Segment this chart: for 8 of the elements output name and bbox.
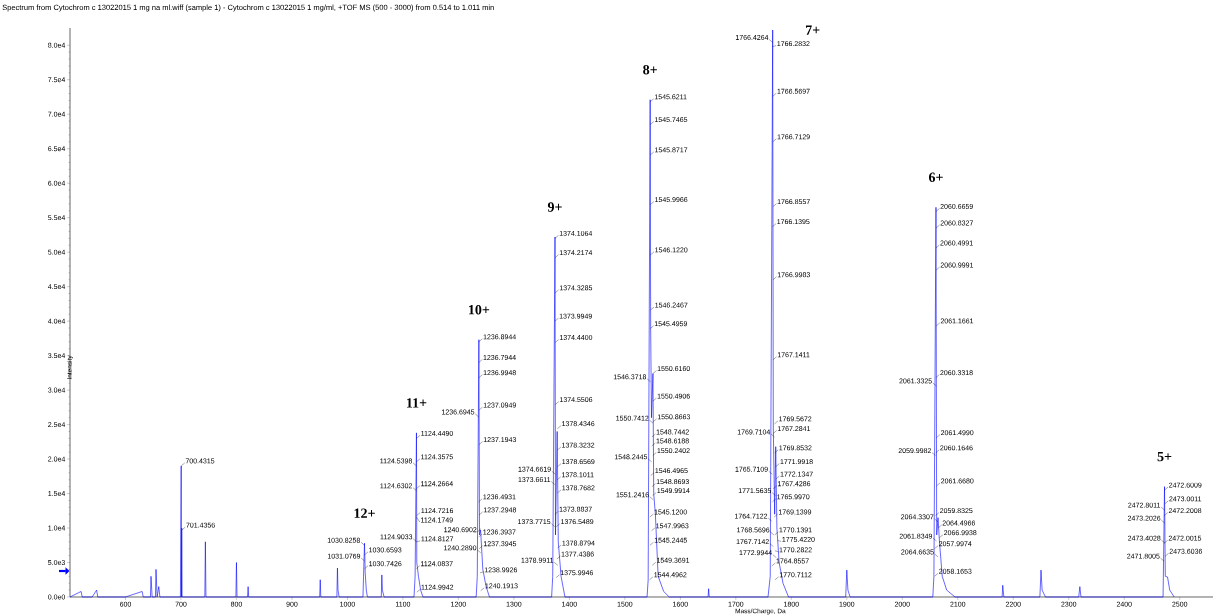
annotation: 10+	[469, 305, 490, 315]
annotation: 12+	[354, 508, 375, 518]
annotation: 6+	[928, 172, 943, 183]
annotation: 9+	[547, 202, 562, 212]
annotation: 7+	[805, 25, 820, 35]
annotation: 5+	[1157, 451, 1172, 462]
annotation: 8+	[643, 64, 657, 75]
annotation: 11+	[406, 398, 427, 408]
